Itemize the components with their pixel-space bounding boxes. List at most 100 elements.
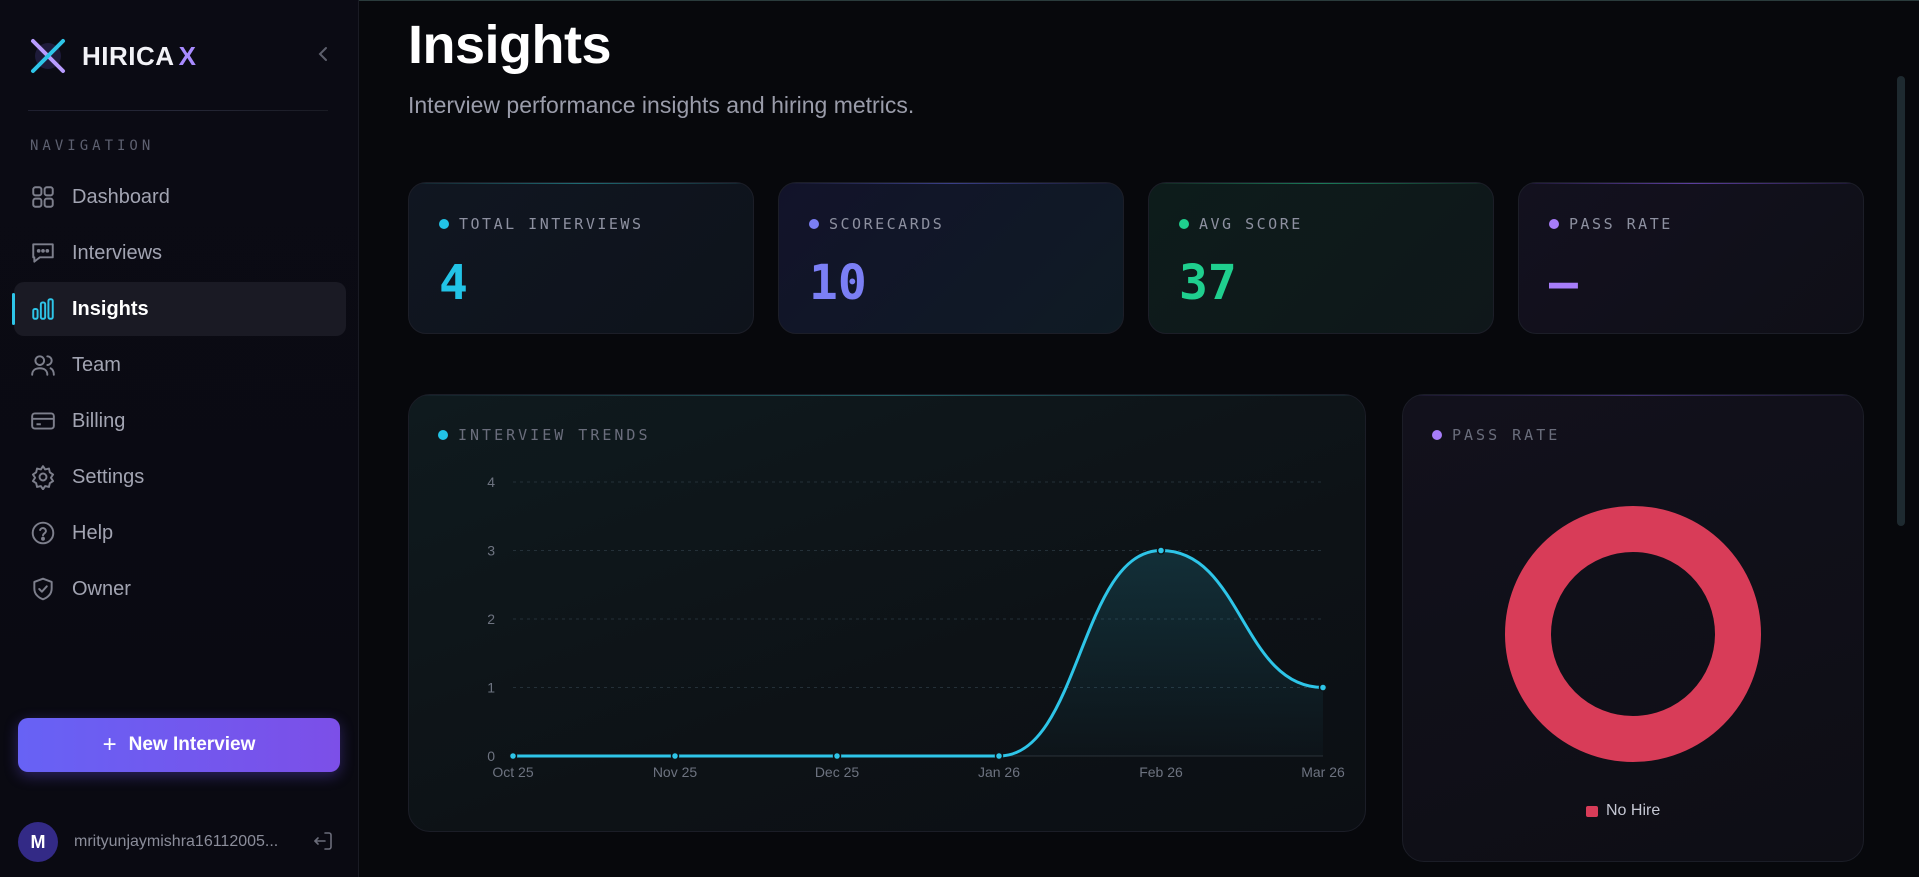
grid-icon: [32, 186, 54, 208]
status-dot: [439, 219, 449, 229]
sidebar-item-billing[interactable]: Billing: [14, 394, 346, 448]
new-interview-label: New Interview: [128, 734, 256, 755]
status-dot: [438, 430, 448, 440]
stat-value: 4: [439, 255, 468, 311]
sidebar-item-interviews[interactable]: Interviews: [14, 226, 346, 280]
gear-icon: [31, 465, 55, 490]
card-accent-line: [1403, 395, 1863, 396]
trends-panel-label: INTERVIEW TRENDS: [438, 426, 651, 444]
pass-rate-legend[interactable]: No Hire: [1586, 802, 1660, 820]
page-title: Insights: [408, 15, 612, 75]
stat-card-pass-rate: PASS RATE –: [1518, 182, 1864, 334]
scrollbar[interactable]: [1897, 76, 1905, 526]
trends-panel-label-text: INTERVIEW TRENDS: [458, 426, 651, 444]
sidebar-item-insights[interactable]: Insights: [12, 282, 346, 336]
brand-x-logo-icon: [31, 39, 65, 73]
sidebar-item-label: Help: [72, 521, 114, 544]
sidebar: HIRICA X NAVIGATION Dashboard Interviews …: [0, 0, 359, 877]
data-point: [994, 751, 1004, 761]
stat-card-scorecards: SCORECARDS 10: [778, 182, 1124, 334]
stat-label-text: TOTAL INTERVIEWS: [459, 215, 644, 233]
stat-value: 10: [809, 255, 867, 311]
sidebar-item-team[interactable]: Team: [14, 338, 346, 392]
donut-slice[interactable]: [1505, 506, 1761, 762]
sidebar-nav: Dashboard Interviews Insights Team Billi…: [12, 170, 346, 618]
card-accent-line: [1149, 183, 1493, 184]
interview-trends-chart[interactable]: 0 1 2 3 4 Oct 25 Nov 25 Dec 25 Jan 26 Feb 26 Mar 2…: [408, 394, 1366, 832]
stat-card-avg-score: AVG SCORE 37: [1148, 182, 1494, 334]
sidebar-item-label: Team: [72, 353, 121, 376]
bar-chart-icon: [32, 298, 54, 320]
card-accent-line: [409, 183, 753, 184]
user-email: mrityunjaymishra16112005...: [74, 833, 279, 850]
stat-card-total-interviews: TOTAL INTERVIEWS 4: [408, 182, 754, 334]
status-dot: [1549, 219, 1559, 229]
data-point: [508, 751, 518, 761]
help-circle-icon: [31, 521, 55, 545]
legend-label: No Hire: [1606, 802, 1661, 819]
stat-label-text: AVG SCORE: [1199, 215, 1303, 233]
data-point: [670, 751, 680, 761]
brand-name: HIRICA X: [82, 41, 196, 72]
x-tick-label: Mar 26: [1301, 764, 1345, 780]
y-tick-label: 4: [487, 474, 495, 490]
card-accent-line: [1519, 183, 1863, 184]
sidebar-item-settings[interactable]: Settings: [14, 450, 346, 504]
users-icon: [31, 355, 55, 376]
sidebar-item-label: Billing: [72, 409, 126, 432]
stat-label-text: SCORECARDS: [829, 215, 945, 233]
avatar: M: [18, 822, 58, 862]
stat-label: SCORECARDS: [809, 215, 944, 233]
y-tick-label: 0: [487, 748, 495, 764]
chat-icon: [32, 243, 54, 263]
sidebar-item-help[interactable]: Help: [14, 506, 346, 560]
y-tick-label: 2: [487, 611, 495, 627]
top-border: [359, 0, 1919, 1]
x-tick-label: Oct 25: [492, 764, 533, 780]
stat-value: 37: [1179, 255, 1237, 311]
status-dot: [1179, 219, 1189, 229]
sidebar-item-label: Insights: [72, 297, 149, 320]
pass-rate-panel: [1402, 394, 1864, 862]
brand[interactable]: HIRICA X: [28, 36, 196, 76]
plus-icon: +: [102, 731, 117, 758]
data-point: [832, 751, 842, 761]
user-profile[interactable]: M mrityunjaymishra16112005...: [18, 822, 278, 862]
stat-label-text: PASS RATE: [1569, 215, 1673, 233]
sidebar-divider: [28, 110, 328, 111]
data-point: [1318, 683, 1328, 692]
x-tick-label: Nov 25: [653, 764, 698, 780]
card-accent-line: [779, 183, 1123, 184]
stat-label: PASS RATE: [1549, 215, 1673, 233]
sidebar-item-label: Dashboard: [72, 185, 170, 208]
legend-swatch: [1586, 805, 1598, 817]
logout-icon[interactable]: [312, 830, 334, 852]
sidebar-item-owner[interactable]: Owner: [14, 562, 346, 616]
sidebar-item-label: Interviews: [72, 241, 163, 264]
x-tick-label: Feb 26: [1139, 764, 1183, 780]
chevron-left-icon[interactable]: [314, 44, 334, 64]
nav-heading: NAVIGATION: [30, 138, 155, 154]
pass-rate-donut-chart[interactable]: [1402, 394, 1864, 862]
x-tick-label: Jan 26: [978, 764, 1020, 780]
trend-area: [513, 550, 1323, 756]
sidebar-item-label: Settings: [72, 465, 145, 488]
pass-rate-panel-label-text: PASS RATE: [1452, 426, 1561, 444]
x-tick-label: Dec 25: [815, 764, 860, 780]
page-subtitle: Interview performance insights and hirin…: [408, 92, 915, 118]
new-interview-button[interactable]: + New Interview: [18, 718, 340, 772]
stat-label: AVG SCORE: [1179, 215, 1303, 233]
data-point: [1156, 546, 1166, 555]
stat-value: –: [1549, 255, 1578, 311]
status-dot: [809, 219, 819, 229]
stat-label: TOTAL INTERVIEWS: [439, 215, 644, 233]
sidebar-item-dashboard[interactable]: Dashboard: [14, 170, 346, 224]
brand-mark: X: [178, 40, 197, 71]
y-tick-label: 3: [487, 543, 495, 559]
brand-name-text: HIRICA: [82, 40, 175, 71]
card-accent-line: [409, 395, 1365, 396]
y-tick-label: 1: [487, 680, 495, 696]
sidebar-item-label: Owner: [72, 577, 131, 600]
credit-card-icon: [31, 412, 55, 430]
shield-check-icon: [33, 577, 53, 601]
